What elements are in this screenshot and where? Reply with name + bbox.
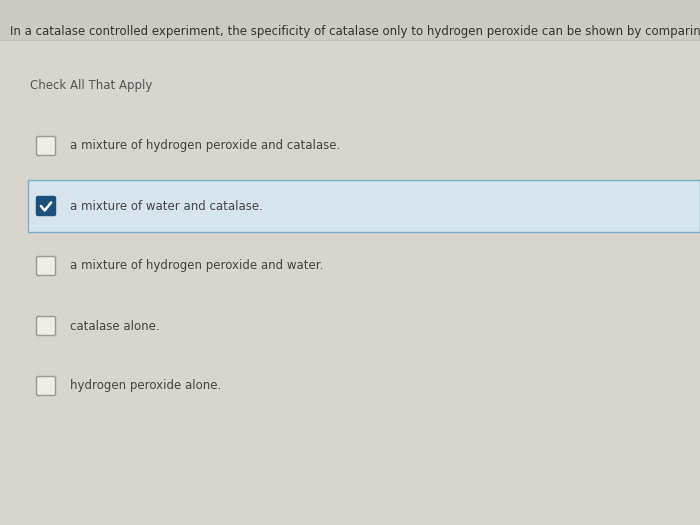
Text: Check All That Apply: Check All That Apply [30, 79, 153, 91]
FancyBboxPatch shape [36, 257, 55, 276]
Text: In a catalase controlled experiment, the specificity of catalase only to hydroge: In a catalase controlled experiment, the… [10, 26, 700, 38]
Bar [28, 180, 700, 232]
Text: a mixture of hydrogen peroxide and water.: a mixture of hydrogen peroxide and water… [70, 259, 323, 272]
Bar [0, 0, 700, 40]
FancyBboxPatch shape [36, 317, 55, 335]
FancyBboxPatch shape [36, 136, 55, 155]
Bar [28, 360, 700, 412]
Text: hydrogen peroxide alone.: hydrogen peroxide alone. [70, 380, 221, 393]
Bar [28, 120, 700, 172]
Text: a mixture of hydrogen peroxide and catalase.: a mixture of hydrogen peroxide and catal… [70, 140, 340, 152]
Bar [28, 240, 700, 292]
Bar [28, 300, 700, 352]
FancyBboxPatch shape [36, 376, 55, 395]
Text: catalase alone.: catalase alone. [70, 320, 160, 332]
Text: a mixture of water and catalase.: a mixture of water and catalase. [70, 200, 263, 213]
FancyBboxPatch shape [36, 196, 55, 215]
